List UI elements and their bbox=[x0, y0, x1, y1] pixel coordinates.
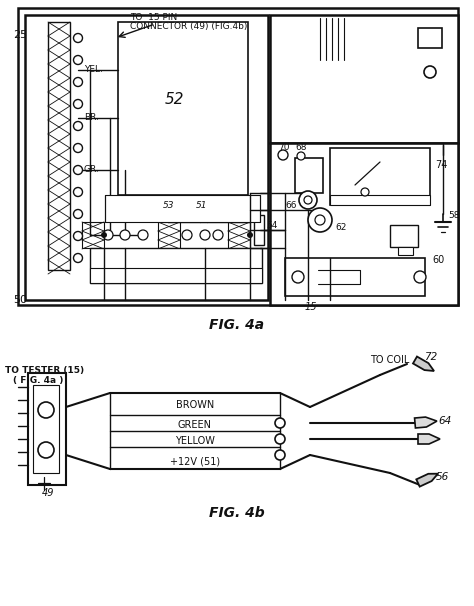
Text: GREEN: GREEN bbox=[178, 420, 212, 430]
Text: BR.: BR. bbox=[84, 113, 99, 122]
Text: FIG. 4a: FIG. 4a bbox=[210, 318, 264, 332]
Bar bbox=[33, 385, 59, 473]
Circle shape bbox=[278, 150, 288, 160]
Text: 54: 54 bbox=[266, 221, 277, 230]
Text: 66: 66 bbox=[285, 201, 297, 210]
Text: 25: 25 bbox=[13, 30, 27, 40]
Bar bbox=[390, 225, 418, 247]
Circle shape bbox=[304, 196, 312, 204]
Bar bbox=[25, 15, 268, 300]
Circle shape bbox=[182, 230, 192, 240]
Circle shape bbox=[247, 232, 253, 238]
Circle shape bbox=[275, 434, 285, 444]
Circle shape bbox=[120, 230, 130, 240]
Circle shape bbox=[315, 215, 325, 225]
Bar bbox=[254, 215, 264, 245]
Circle shape bbox=[138, 230, 148, 240]
Circle shape bbox=[38, 442, 54, 458]
Bar bbox=[90, 248, 262, 283]
Circle shape bbox=[361, 188, 369, 196]
Text: FIG. 4b: FIG. 4b bbox=[209, 506, 265, 520]
Circle shape bbox=[101, 232, 107, 238]
Text: 74: 74 bbox=[435, 160, 447, 170]
Circle shape bbox=[73, 253, 82, 262]
Circle shape bbox=[73, 210, 82, 219]
Text: GR.: GR. bbox=[84, 165, 100, 175]
Text: TO TESTER (15): TO TESTER (15) bbox=[5, 365, 84, 375]
Text: 52: 52 bbox=[165, 93, 184, 107]
Circle shape bbox=[73, 121, 82, 130]
Bar bbox=[398, 247, 413, 255]
Circle shape bbox=[73, 165, 82, 175]
Text: 58: 58 bbox=[448, 210, 459, 219]
Bar bbox=[330, 195, 430, 205]
Polygon shape bbox=[418, 434, 440, 444]
Text: BROWN: BROWN bbox=[176, 400, 214, 410]
Bar bbox=[48, 22, 70, 270]
Text: 49: 49 bbox=[42, 488, 55, 498]
Text: 68: 68 bbox=[295, 144, 307, 153]
Text: 62: 62 bbox=[335, 222, 346, 231]
Text: YELLOW: YELLOW bbox=[175, 436, 215, 446]
Circle shape bbox=[424, 66, 436, 78]
Bar bbox=[295, 158, 323, 193]
Bar bbox=[330, 148, 430, 205]
Text: TO  15 PIN: TO 15 PIN bbox=[130, 13, 177, 22]
Bar bbox=[285, 258, 425, 296]
Circle shape bbox=[73, 78, 82, 87]
Circle shape bbox=[292, 271, 304, 283]
Bar bbox=[18, 8, 458, 305]
Text: 64: 64 bbox=[438, 416, 451, 426]
Text: TO COIL: TO COIL bbox=[370, 355, 410, 365]
Polygon shape bbox=[413, 356, 434, 371]
Bar bbox=[228, 222, 250, 248]
Circle shape bbox=[275, 450, 285, 460]
Text: 70: 70 bbox=[278, 144, 290, 153]
Text: YEL.: YEL. bbox=[84, 65, 103, 75]
Circle shape bbox=[200, 230, 210, 240]
Bar bbox=[158, 222, 180, 248]
Text: ( FIG. 4a ): ( FIG. 4a ) bbox=[13, 376, 64, 384]
Text: 15: 15 bbox=[305, 302, 318, 312]
Polygon shape bbox=[415, 417, 437, 428]
Text: 50: 50 bbox=[13, 295, 27, 305]
Circle shape bbox=[275, 418, 285, 428]
Bar bbox=[118, 22, 248, 195]
Bar bbox=[418, 28, 442, 48]
Bar bbox=[270, 143, 458, 305]
Circle shape bbox=[308, 208, 332, 232]
Text: 56: 56 bbox=[436, 472, 449, 482]
Circle shape bbox=[73, 99, 82, 108]
Polygon shape bbox=[416, 474, 438, 487]
Circle shape bbox=[299, 191, 317, 209]
Circle shape bbox=[73, 144, 82, 153]
Circle shape bbox=[213, 230, 223, 240]
Text: 51: 51 bbox=[196, 201, 208, 210]
Circle shape bbox=[73, 33, 82, 42]
Circle shape bbox=[73, 187, 82, 196]
Circle shape bbox=[414, 271, 426, 283]
Text: CONNECTOR (49) (FIG.4b): CONNECTOR (49) (FIG.4b) bbox=[130, 22, 247, 31]
Circle shape bbox=[103, 230, 113, 240]
Text: +12V (51): +12V (51) bbox=[170, 456, 220, 466]
Text: 72: 72 bbox=[424, 352, 437, 362]
Bar bbox=[90, 268, 262, 283]
Circle shape bbox=[38, 402, 54, 418]
Bar bbox=[82, 222, 104, 248]
Bar bbox=[28, 373, 66, 485]
Circle shape bbox=[297, 152, 305, 160]
Text: 60: 60 bbox=[432, 255, 444, 265]
Bar bbox=[270, 15, 458, 143]
Circle shape bbox=[73, 56, 82, 64]
Text: 53: 53 bbox=[163, 201, 174, 210]
Bar bbox=[105, 195, 260, 222]
Circle shape bbox=[73, 231, 82, 241]
